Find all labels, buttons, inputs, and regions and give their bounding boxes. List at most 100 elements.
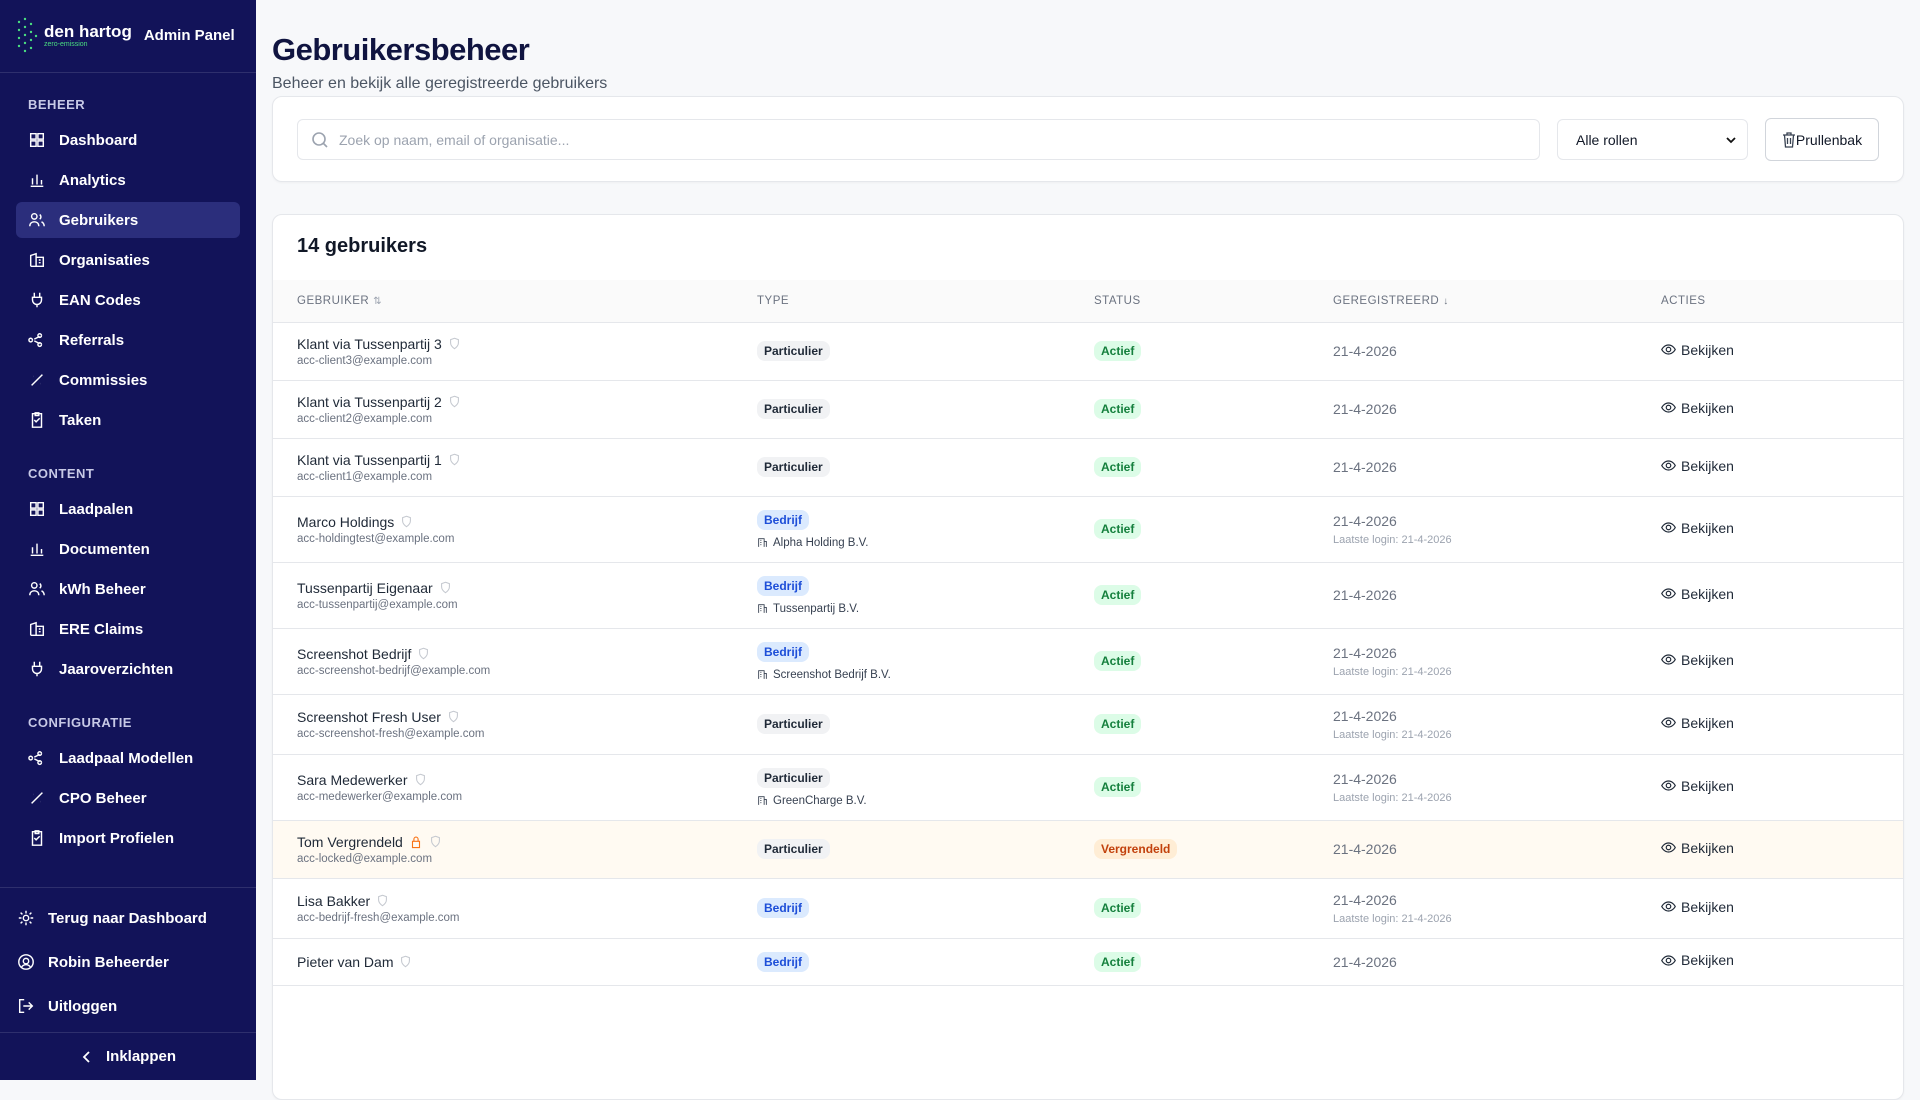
nav-label: Laadpalen — [59, 500, 134, 518]
icon — [378, 894, 388, 907]
user-email: acc-screenshot-bedrijf@example.com — [297, 664, 491, 677]
footer-item[interactable]: Uitloggen — [0, 984, 256, 1028]
icon — [18, 954, 34, 970]
nav-label: EAN Codes — [59, 291, 141, 309]
icon — [1661, 780, 1676, 791]
nav-item[interactable]: ERE Claims — [16, 611, 240, 647]
icon — [1661, 654, 1676, 665]
view-button[interactable]: Bekijken — [1661, 778, 1734, 794]
nav-item[interactable]: kWh Beheer — [16, 571, 240, 607]
user-name: Pieter van Dam — [297, 953, 394, 970]
nav-item[interactable]: Laadpaal Modellen — [16, 740, 240, 776]
nav-item[interactable]: Commissies — [16, 362, 240, 398]
nav-item[interactable]: Dashboard — [16, 122, 240, 158]
registered-date: 21-4-2026 — [1333, 707, 1397, 724]
status-badge: Actief — [1094, 714, 1142, 734]
user-cell: Klant via Tussenpartij 1 acc-client1@exam… — [273, 438, 757, 497]
select-chevron — [1726, 136, 1736, 143]
status-cell: Actief — [1094, 562, 1333, 629]
type-cell: Particulier — [757, 820, 1094, 879]
role-select[interactable]: Alle rollen — [1557, 119, 1748, 160]
column-label: GEBRUIKER — [297, 294, 370, 307]
nav-item[interactable]: Laadpalen — [16, 491, 240, 527]
organization: Tussenpartij B.V. — [757, 603, 1094, 615]
view-button[interactable]: Bekijken — [1661, 652, 1734, 668]
nav-item[interactable]: EAN Codes — [16, 282, 240, 318]
view-button[interactable]: Bekijken — [1661, 342, 1734, 358]
footer-item[interactable]: Terug naar Dashboard — [0, 896, 256, 940]
icon — [758, 796, 767, 805]
view-button[interactable]: Bekijken — [1661, 400, 1734, 416]
status-cell: Actief — [1094, 322, 1333, 381]
nav-item[interactable]: Organisaties — [16, 242, 240, 278]
icon — [31, 792, 43, 804]
nav-item[interactable]: Taken — [16, 402, 240, 438]
footer-label: Terug naar Dashboard — [48, 909, 207, 927]
icon — [449, 395, 459, 408]
user-email: acc-client3@example.com — [297, 354, 433, 367]
nav-item[interactable]: Documenten — [16, 531, 240, 567]
nav-label: ERE Claims — [59, 620, 144, 638]
user-name-line: Klant via Tussenpartij 1 — [297, 452, 757, 468]
user-email: acc-medewerker@example.com — [297, 790, 463, 803]
type-badge: Particulier — [757, 714, 830, 734]
icon — [29, 621, 45, 637]
type-badge: Particulier — [757, 457, 830, 477]
view-button[interactable]: Bekijken — [1661, 840, 1734, 856]
user-name: Screenshot Bedrijf — [297, 645, 412, 662]
nav-label: Commissies — [59, 371, 148, 389]
view-button[interactable]: Bekijken — [1661, 520, 1734, 536]
icon — [1661, 344, 1676, 355]
icon — [1661, 460, 1676, 471]
icon — [449, 337, 459, 350]
view-button[interactable]: Bekijken — [1661, 899, 1734, 915]
header-row: GEBRUIKER ⇅ TYPE STATUS GEREGISTREERD ↓ ACTIES — [273, 280, 1903, 323]
icon — [28, 333, 43, 348]
nav-item[interactable]: Jaaroverzichten — [16, 651, 240, 687]
user-name-line: Screenshot Bedrijf — [297, 646, 757, 662]
status-badge: Actief — [1094, 457, 1142, 477]
trash-button[interactable]: Prullenbak — [1765, 118, 1879, 161]
search-input[interactable]: Zoek op naam, email of organisatie... — [297, 119, 1540, 160]
actions-cell: Bekijken — [1661, 938, 1903, 986]
registered-cell: 21-4-2026 Laatste login: 21-4-2026 — [1333, 496, 1661, 563]
nav-item[interactable]: CPO Beheer — [16, 780, 240, 816]
status-cell: Actief — [1094, 628, 1333, 695]
nav-item[interactable]: Referrals — [16, 322, 240, 358]
nav-item[interactable]: Gebruikers — [16, 202, 240, 238]
collapse-button[interactable]: Inklappen — [0, 1032, 256, 1080]
view-label: Bekijken — [1681, 777, 1734, 794]
organization-name: GreenCharge B.V. — [773, 794, 867, 807]
footer-item[interactable]: Robin Beheerder — [0, 940, 256, 984]
icon — [430, 835, 440, 848]
view-button[interactable]: Bekijken — [1661, 715, 1734, 731]
nav-item[interactable]: Analytics — [16, 162, 240, 198]
organization-name: Alpha Holding B.V. — [773, 536, 869, 549]
nav: BEHEER Dashboard Analytics Gebruikers Organi… — [0, 73, 256, 887]
user-row: Sara Medewerker acc-medewerker@example.co… — [273, 754, 1903, 821]
icon — [758, 604, 767, 613]
column-label: GEREGISTREERD — [1333, 294, 1440, 307]
view-button[interactable]: Bekijken — [1661, 952, 1734, 968]
nav-item[interactable]: Import Profielen — [16, 820, 240, 856]
view-button[interactable]: Bekijken — [1661, 458, 1734, 474]
column-label: STATUS — [1094, 294, 1141, 307]
registered-cell: 21-4-2026 Laatste login: 21-4-2026 — [1333, 694, 1661, 755]
user-name: Marco Holdings — [297, 513, 395, 530]
icon — [440, 581, 450, 594]
icon — [28, 751, 43, 766]
user-name: Klant via Tussenpartij 1 — [297, 451, 442, 468]
user-cell: Pieter van Dam — [273, 938, 757, 986]
type-cell: Particulier — [757, 322, 1094, 381]
user-email: acc-tussenpartij@example.com — [297, 598, 458, 611]
icon — [31, 292, 43, 308]
type-cell: Bedrijf — [757, 938, 1094, 986]
nav-label: Analytics — [59, 171, 126, 189]
user-name: Tom Vergrendeld — [297, 833, 403, 850]
icon — [29, 501, 45, 517]
icon — [1661, 901, 1676, 912]
user-name-line: Tussenpartij Eigenaar — [297, 580, 757, 596]
view-label: Bekijken — [1681, 519, 1734, 536]
column-header: STATUS — [1094, 280, 1333, 323]
view-button[interactable]: Bekijken — [1661, 586, 1734, 602]
